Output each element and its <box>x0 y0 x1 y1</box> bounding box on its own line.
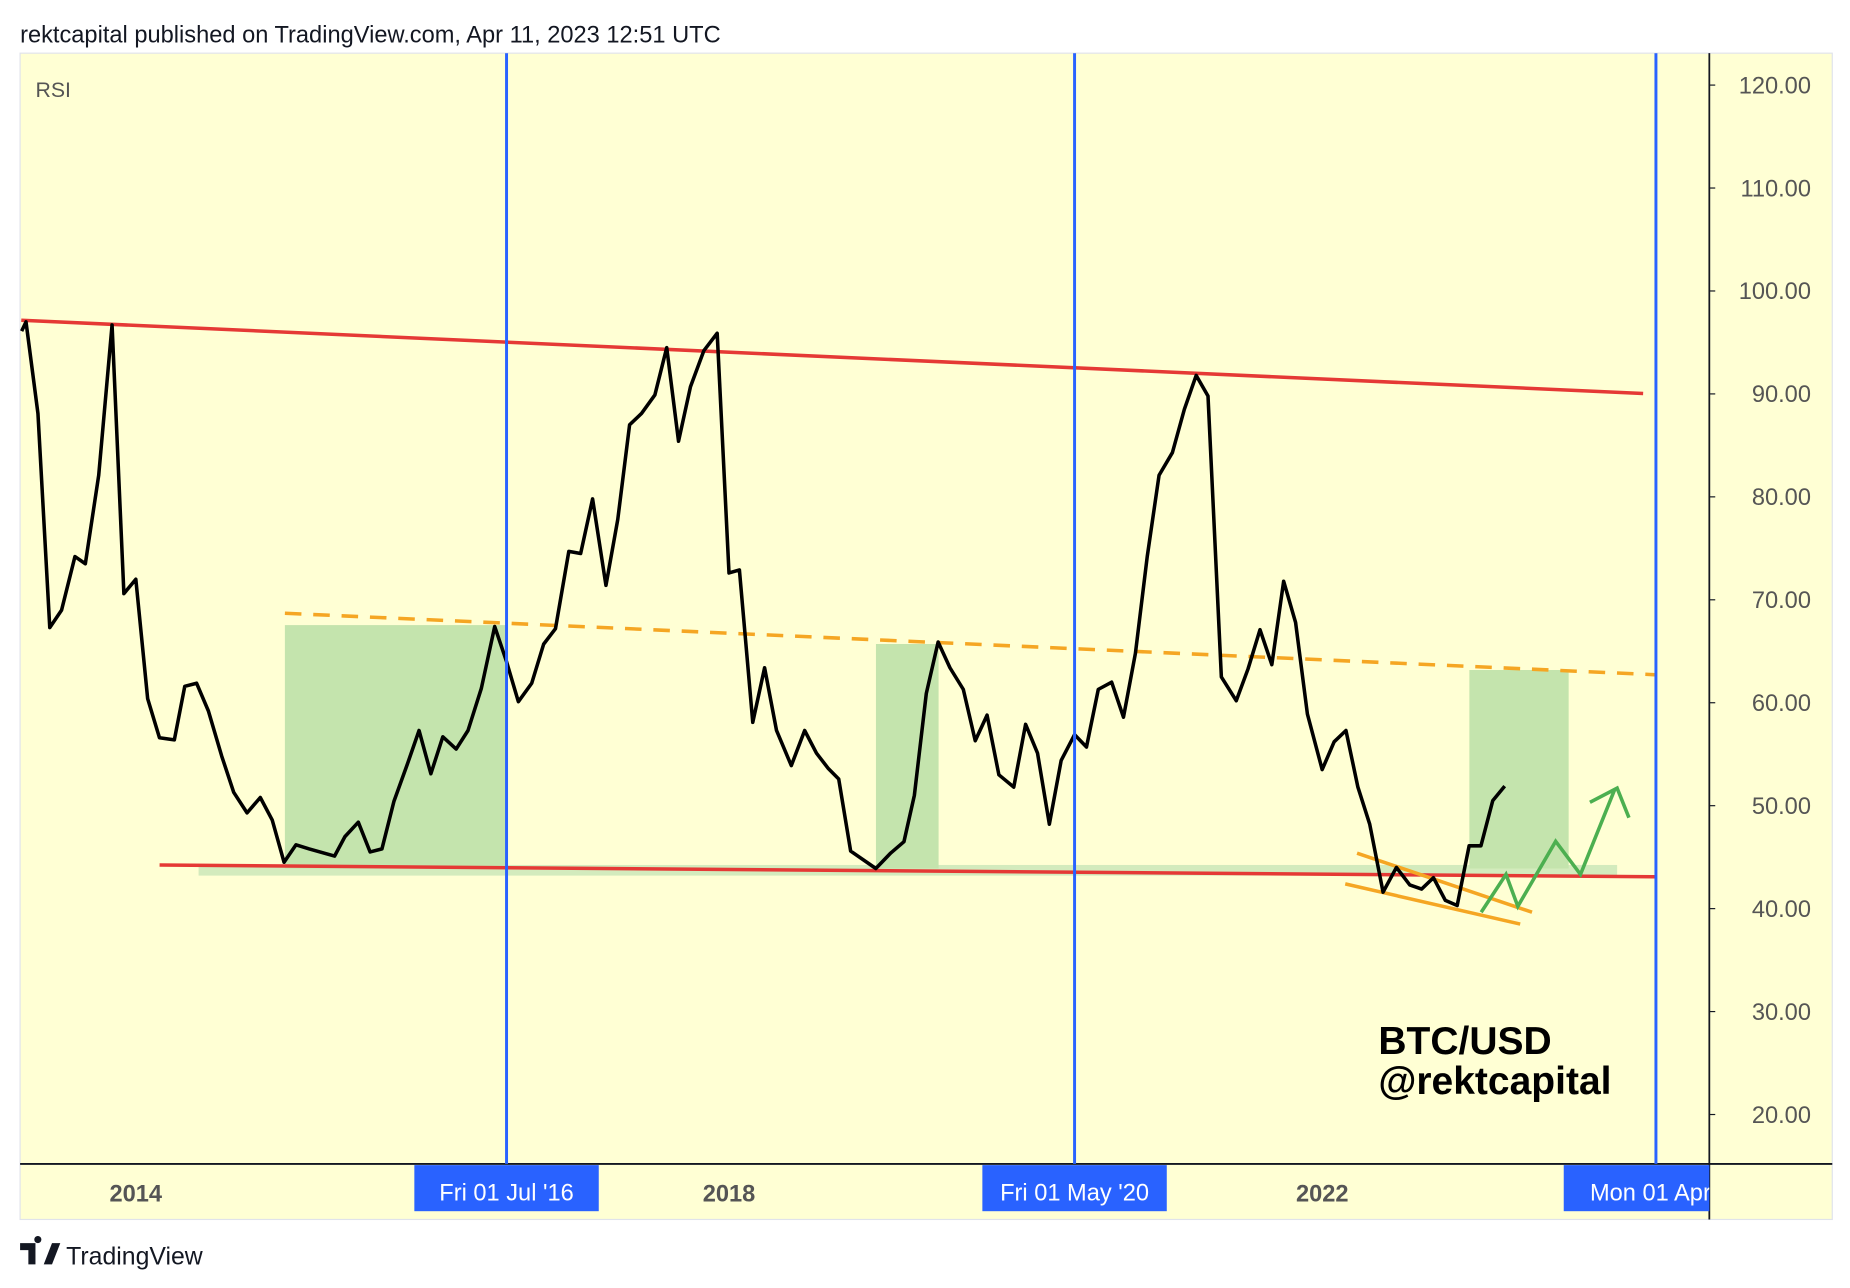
date-marker-text: Mon 01 Apr ' <box>1590 1181 1722 1207</box>
y-tick-label: 100.00 <box>1739 279 1811 305</box>
wedge-line <box>1356 851 1533 914</box>
annotation: @rektcapital <box>1378 1060 1611 1103</box>
green-box <box>284 625 506 869</box>
date-marker-label: Mon 01 Apr ' <box>1563 1165 1722 1212</box>
resistance-line <box>21 318 1644 396</box>
y-tick-label: 50.00 <box>1752 794 1811 820</box>
date-marker-text: Fri 01 Jul '16 <box>439 1181 574 1207</box>
date-marker-text: Fri 01 May '20 <box>1000 1181 1149 1207</box>
support-line <box>159 863 1655 879</box>
y-tick-label: 110.00 <box>1740 176 1811 202</box>
green-box <box>1469 669 1569 869</box>
y-tick-label: 120.00 <box>1739 73 1811 99</box>
y-tick-label: 70.00 <box>1752 588 1811 614</box>
y-tick-label: 60.00 <box>1752 691 1811 717</box>
x-tick-label: 2022 <box>1296 1182 1349 1208</box>
header: rektcapital published on TradingView.com… <box>20 23 721 49</box>
footer: TradingView <box>66 1243 203 1270</box>
y-tick-label: 20.00 <box>1752 1103 1811 1129</box>
indicator-label: RSI <box>35 78 70 102</box>
y-tick-label: 80.00 <box>1752 485 1811 511</box>
arrow-head <box>1589 785 1631 819</box>
annotation: BTC/USD <box>1378 1020 1551 1063</box>
tradingview-logo <box>20 1236 61 1265</box>
date-marker-box <box>1563 1165 1710 1212</box>
x-tick-label: 2018 <box>703 1182 756 1208</box>
date-marker-box <box>414 1165 599 1212</box>
y-tick-label: 30.00 <box>1752 1000 1811 1026</box>
rsi-line <box>20 320 1507 908</box>
dashed-trendline <box>284 611 1656 677</box>
date-marker-label: Fri 01 Jul '16 <box>414 1165 599 1212</box>
date-marker-label: Fri 01 May '20 <box>982 1165 1167 1212</box>
y-tick-label: 40.00 <box>1752 897 1811 923</box>
drawings <box>21 318 1656 926</box>
plot <box>20 53 1658 1164</box>
x-tick-label: 2014 <box>109 1182 162 1208</box>
wedge-line <box>1344 882 1521 926</box>
date-marker-box <box>982 1165 1167 1212</box>
projection-arrow <box>1479 788 1617 914</box>
y-tick-label: 90.00 <box>1752 382 1811 408</box>
